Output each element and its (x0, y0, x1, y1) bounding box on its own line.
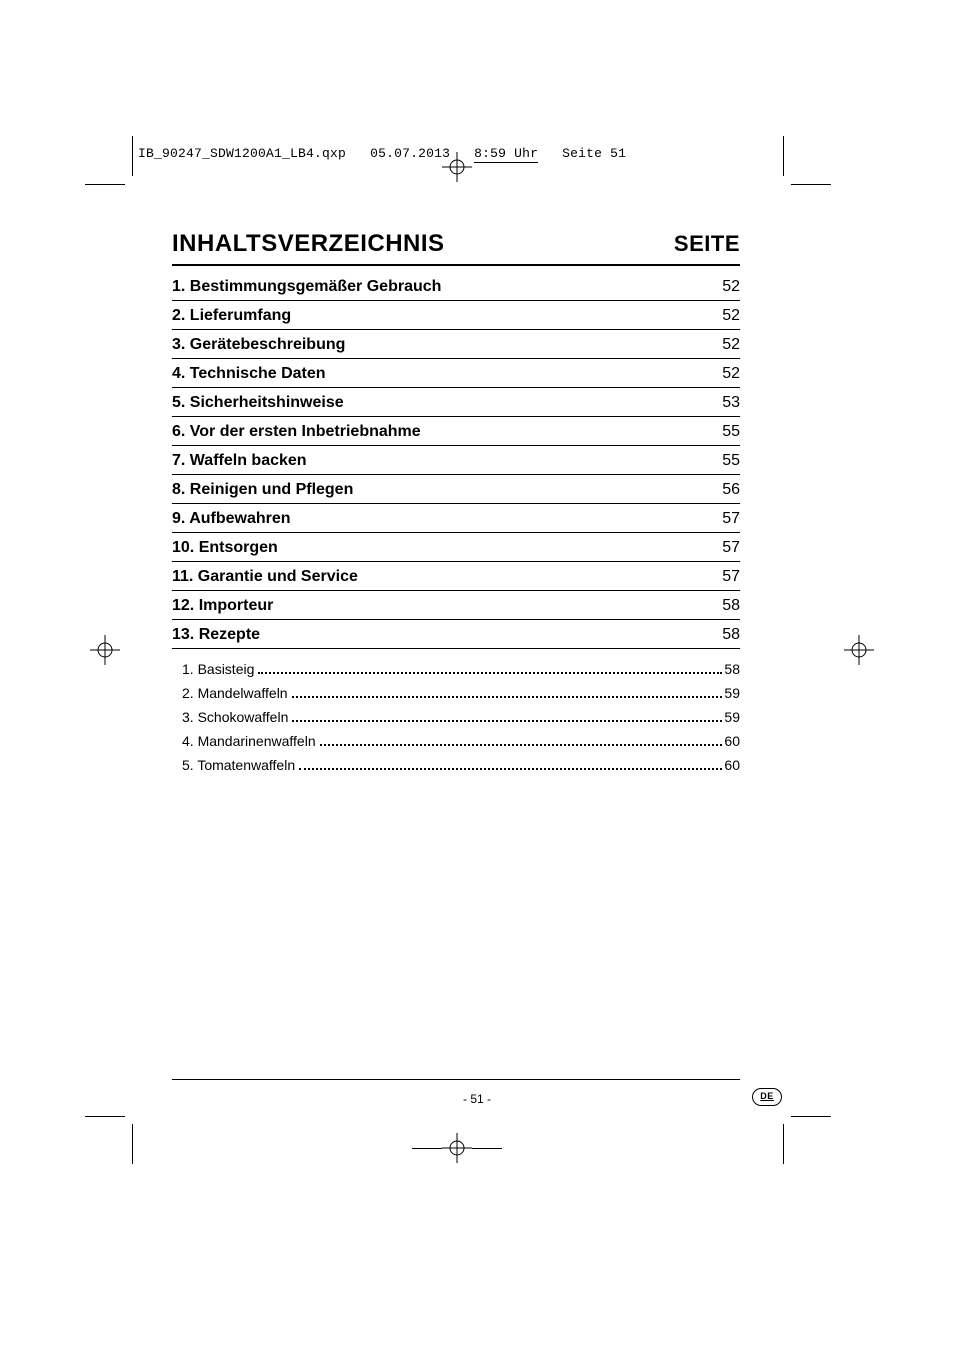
toc-sub-row: 2. Mandelwaffeln 59 (172, 681, 740, 705)
toc-row-label: 5. Sicherheitshinweise (172, 394, 344, 412)
crop-mark (85, 184, 125, 185)
toc-sub-page: 59 (724, 685, 740, 701)
toc-row-label: 2. Lieferumfang (172, 307, 291, 325)
slug-file: IB_90247_SDW1200A1_LB4.qxp (138, 146, 346, 161)
toc-sub-row: 3. Schokowaffeln 59 (172, 705, 740, 729)
toc-row-page: 55 (722, 452, 740, 470)
registration-mark-icon (442, 1133, 472, 1163)
toc-row-page: 55 (722, 423, 740, 441)
toc-sub-row: 5. Tomatenwaffeln 60 (172, 753, 740, 777)
toc-row: 11. Garantie und Service 57 (172, 562, 740, 591)
toc-sub-page: 60 (724, 757, 740, 773)
toc-row-page: 52 (722, 336, 740, 354)
slug-time: 8:59 Uhr (474, 146, 538, 163)
toc-row-label: 1. Bestimmungsgemäßer Gebrauch (172, 278, 441, 296)
toc-row-label: 10. Entsorgen (172, 539, 278, 557)
toc-row-page: 53 (722, 394, 740, 412)
toc-row: 10. Entsorgen 57 (172, 533, 740, 562)
toc-sub-label: 2. Mandelwaffeln (172, 685, 288, 701)
toc-sub-page: 60 (724, 733, 740, 749)
toc-row-label: 12. Importeur (172, 597, 273, 615)
toc-sub-row: 1. Basisteig 58 (172, 657, 740, 681)
toc-row: 2. Lieferumfang 52 (172, 301, 740, 330)
toc-sub-label: 1. Basisteig (172, 661, 254, 677)
toc-row: 4. Technische Daten 52 (172, 359, 740, 388)
crop-mark (85, 1116, 125, 1117)
toc-subsection-list: 1. Basisteig 58 2. Mandelwaffeln 59 3. S… (172, 657, 740, 777)
crop-mark (791, 1116, 831, 1117)
page-number: - 51 - (0, 1092, 954, 1106)
toc-row-label: 3. Gerätebeschreibung (172, 336, 345, 354)
leader-dots (292, 688, 723, 698)
toc-sub-label: 5. Tomatenwaffeln (172, 757, 295, 773)
toc-row-page: 52 (722, 365, 740, 383)
toc-sub-label: 3. Schokowaffeln (172, 709, 288, 725)
crop-mark (132, 1124, 133, 1164)
toc-row: 7. Waffeln backen 55 (172, 446, 740, 475)
leader-dots (292, 712, 722, 722)
toc-row: 1. Bestimmungsgemäßer Gebrauch 52 (172, 272, 740, 301)
toc-row-page: 58 (722, 597, 740, 615)
toc-row-page: 56 (722, 481, 740, 499)
crop-mark (132, 136, 133, 176)
leader-dots (258, 664, 722, 674)
toc-row: 9. Aufbewahren 57 (172, 504, 740, 533)
toc-title: INHALTSVERZEICHNIS (172, 230, 445, 258)
crop-mark (783, 136, 784, 176)
toc-row-label: 9. Aufbewahren (172, 510, 291, 528)
toc-row: 5. Sicherheitshinweise 53 (172, 388, 740, 417)
page-content: INHALTSVERZEICHNIS SEITE 1. Bestimmungsg… (172, 230, 740, 777)
toc-row-page: 57 (722, 510, 740, 528)
language-badge: DE (752, 1088, 782, 1106)
toc-header: INHALTSVERZEICHNIS SEITE (172, 230, 740, 266)
toc-row: 8. Reinigen und Pflegen 56 (172, 475, 740, 504)
registration-mark-icon (844, 635, 874, 665)
collation-mark (412, 1148, 442, 1149)
crop-mark (783, 1124, 784, 1164)
collation-mark (472, 1148, 502, 1149)
toc-row-label: 11. Garantie und Service (172, 568, 358, 586)
slug-date: 05.07.2013 (370, 146, 450, 161)
crop-mark (791, 184, 831, 185)
toc-row-page: 52 (722, 278, 740, 296)
toc-row-label: 7. Waffeln backen (172, 452, 307, 470)
toc-row-label: 8. Reinigen und Pflegen (172, 481, 353, 499)
toc-row-label: 4. Technische Daten (172, 365, 326, 383)
toc-sub-label: 4. Mandarinenwaffeln (172, 733, 316, 749)
footer-rule (172, 1079, 740, 1080)
leader-dots (299, 760, 722, 770)
toc-row-page: 57 (722, 539, 740, 557)
toc-row: 3. Gerätebeschreibung 52 (172, 330, 740, 359)
toc-sub-page: 59 (724, 709, 740, 725)
toc-row-label: 13. Rezepte (172, 626, 260, 644)
toc-row: 6. Vor der ersten Inbetriebnahme 55 (172, 417, 740, 446)
toc-sub-page: 58 (724, 661, 740, 677)
leader-dots (320, 736, 723, 746)
toc-row-page: 52 (722, 307, 740, 325)
toc-row-page: 58 (722, 626, 740, 644)
toc-row-page: 57 (722, 568, 740, 586)
toc-sub-row: 4. Mandarinenwaffeln 60 (172, 729, 740, 753)
toc-page-column-header: SEITE (674, 231, 740, 257)
toc-row: 12. Importeur 58 (172, 591, 740, 620)
slug-line: IB_90247_SDW1200A1_LB4.qxp 05.07.2013 8:… (138, 146, 626, 163)
toc-row-label: 6. Vor der ersten Inbetriebnahme (172, 423, 421, 441)
registration-mark-icon (90, 635, 120, 665)
slug-page: Seite 51 (562, 146, 626, 161)
toc-row: 13. Rezepte 58 (172, 620, 740, 649)
